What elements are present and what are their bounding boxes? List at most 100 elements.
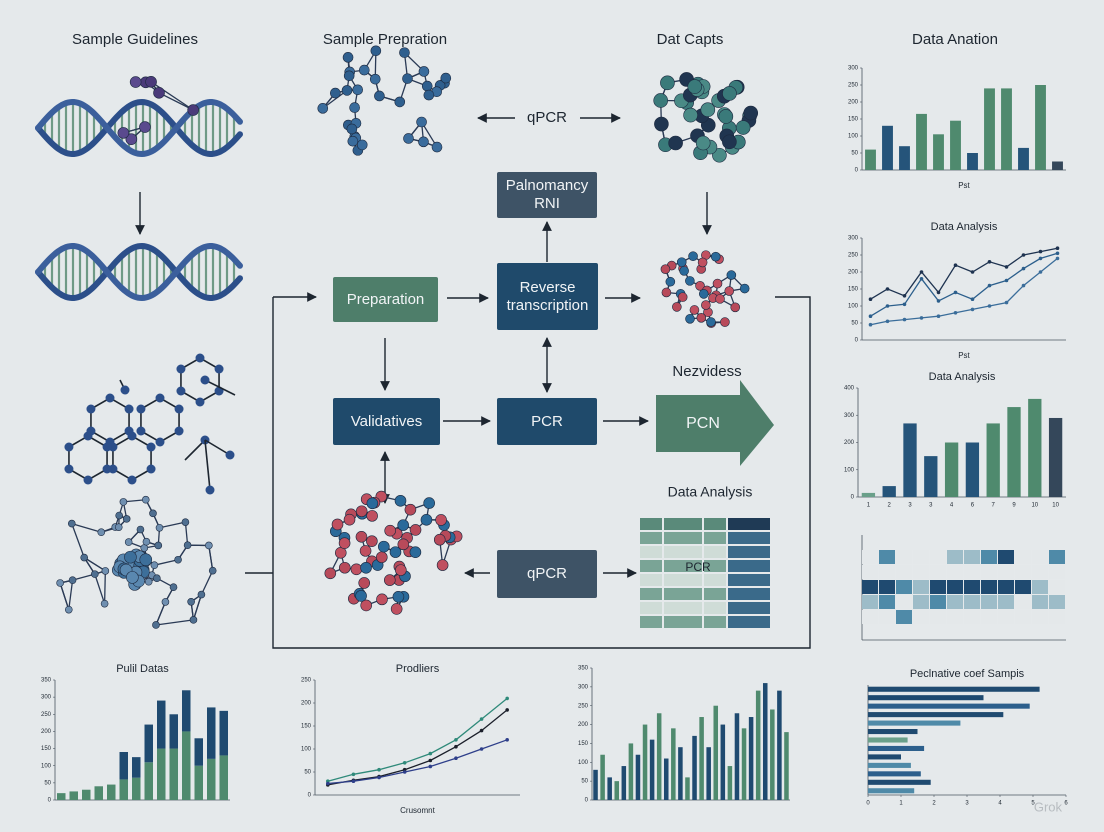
- atom: [331, 518, 344, 531]
- bar: [649, 739, 655, 800]
- atom: [698, 289, 709, 299]
- point: [902, 317, 907, 322]
- point: [970, 297, 975, 302]
- atom: [423, 89, 435, 101]
- heat-cell: [1015, 550, 1031, 564]
- y-tick-label: 350: [578, 666, 589, 672]
- heading: Sample Guidelines: [72, 31, 198, 48]
- mini-chart: Peclnative coef Sampis 0 1 2 3 4 5 6: [866, 668, 1068, 807]
- point: [936, 314, 941, 319]
- heat-cell: [1015, 565, 1031, 579]
- point: [987, 283, 992, 288]
- atom: [195, 397, 205, 407]
- strand: [35, 98, 243, 157]
- y-tick-label: 50: [304, 770, 311, 776]
- atom: [421, 80, 433, 92]
- bond: [103, 570, 106, 604]
- y-tick-label: 250: [301, 678, 312, 684]
- heat-cell: [930, 565, 946, 579]
- atom: [436, 559, 449, 571]
- bar: [671, 728, 676, 800]
- bar: [741, 728, 747, 800]
- bond: [72, 573, 95, 581]
- point: [454, 744, 458, 749]
- table-cell: [728, 532, 770, 544]
- point: [402, 761, 407, 765]
- atom: [404, 503, 417, 516]
- bar: [986, 423, 1000, 497]
- heat-cell: [981, 550, 997, 564]
- data-table: [640, 518, 770, 628]
- bar: [614, 781, 620, 800]
- y-tick-label: 100: [578, 760, 589, 766]
- heat-cell: [947, 595, 963, 609]
- bond: [155, 601, 167, 626]
- atom: [394, 96, 406, 108]
- atom: [403, 133, 414, 144]
- x-tick-label: 1: [867, 503, 871, 509]
- bar: [685, 777, 690, 800]
- atom: [418, 66, 430, 77]
- atom: [668, 135, 683, 151]
- mini-chart: Pst 0 50 100 150 200 250 300: [848, 66, 1066, 190]
- heat-cell: [913, 565, 929, 579]
- bond: [204, 439, 211, 491]
- bond: [83, 556, 106, 572]
- bar: [1007, 407, 1021, 497]
- atom: [126, 571, 139, 584]
- atom: [139, 553, 153, 566]
- point: [885, 304, 890, 308]
- x-axis-label: Pst: [958, 181, 970, 190]
- x-tick-label: 10: [1031, 503, 1038, 509]
- atom: [360, 599, 372, 612]
- bar-segment: [132, 777, 141, 800]
- atom: [676, 257, 687, 267]
- y-tick-label: 300: [848, 236, 859, 242]
- table-cell: [664, 560, 702, 572]
- point: [326, 781, 330, 786]
- atom: [378, 540, 390, 553]
- heat-cell: [1032, 565, 1048, 579]
- heat-cell: [862, 550, 878, 564]
- table-cell: [704, 574, 726, 586]
- strand: [35, 242, 243, 301]
- table-cell: [664, 546, 702, 558]
- atom: [739, 283, 750, 294]
- atom: [352, 84, 363, 96]
- heat-cell: [879, 610, 895, 624]
- atom: [124, 538, 133, 546]
- mini-chart: Data Analysis Pst 0 50 100 150 200 250 300: [848, 221, 1066, 360]
- point: [351, 779, 356, 783]
- atom: [181, 518, 190, 526]
- heat-cell: [998, 565, 1014, 579]
- ring: [180, 357, 220, 403]
- y-tick-label: 0: [851, 495, 855, 501]
- bar: [656, 713, 662, 800]
- point: [1021, 253, 1026, 257]
- point: [1004, 300, 1009, 305]
- atom: [726, 270, 737, 280]
- atom: [195, 353, 205, 363]
- y-tick-label: 150: [41, 746, 52, 752]
- table-cell: [640, 532, 662, 544]
- molecule: [117, 76, 199, 145]
- heat-cell: [947, 550, 963, 564]
- heat-cell: [1049, 565, 1065, 579]
- watermark: Grok: [1034, 799, 1063, 814]
- bond: [158, 92, 194, 111]
- atom: [431, 141, 443, 153]
- bar-segment: [182, 731, 191, 800]
- table-cell: [704, 616, 726, 628]
- heading: Data Anation: [912, 31, 998, 48]
- bar: [1052, 161, 1063, 170]
- heat-cell: [913, 595, 929, 609]
- heat-cell: [981, 595, 997, 609]
- y-tick-label: 50: [581, 779, 588, 785]
- heat-cell: [930, 610, 946, 624]
- y-tick-label: 250: [578, 703, 589, 709]
- bond: [200, 570, 214, 595]
- heat-cell: [1049, 550, 1065, 564]
- ring: [68, 435, 108, 481]
- atom: [86, 404, 96, 414]
- atom: [141, 495, 150, 504]
